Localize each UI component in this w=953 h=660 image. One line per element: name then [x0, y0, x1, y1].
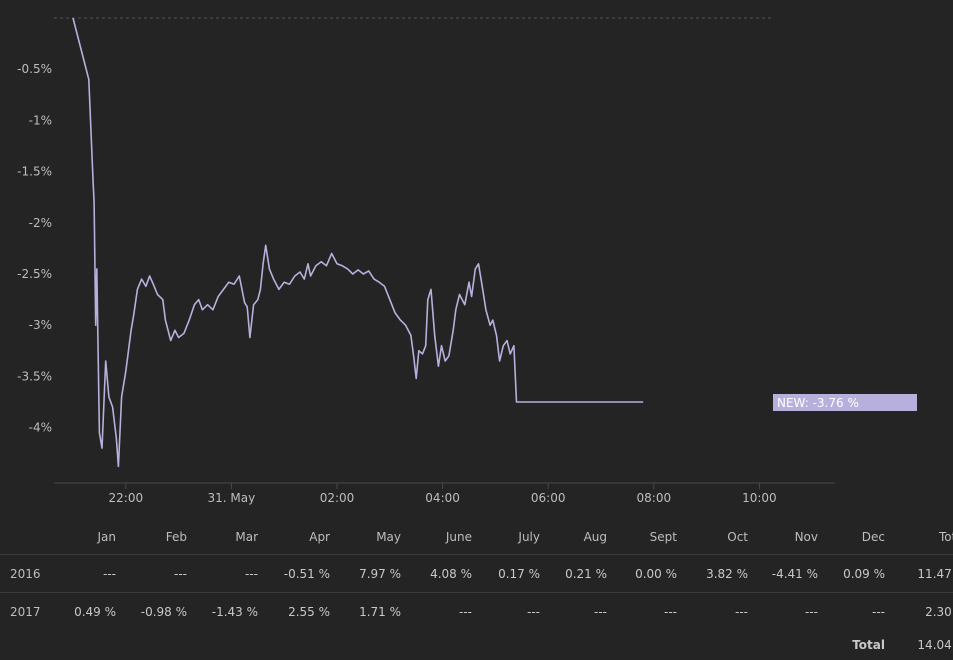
table-row: 2016 --- --- --- -0.51 % 7.97 % 4.08 % 0.17 % 0.… [0, 554, 953, 593]
x-tick-label: 10:00 [742, 491, 777, 505]
return-cell-aug: --- [546, 592, 613, 630]
empty-cell [193, 630, 264, 660]
y-tick-label: -3% [29, 318, 52, 332]
column-header-jan: Jan [97, 530, 117, 544]
empty-cell [683, 630, 754, 660]
empty-cell [546, 630, 613, 660]
empty-cell [0, 630, 60, 660]
empty-cell [60, 630, 122, 660]
return-cell-nov: -4.41 % [754, 554, 824, 593]
y-tick-label: -1.5% [17, 165, 52, 179]
empty-cell [336, 630, 407, 660]
return-cell-june: 4.08 % [407, 554, 478, 593]
new-value-badge-background [773, 394, 917, 411]
x-axis: 22:00 31. May 02:00 04:00 06:00 08:00 10:00 [54, 482, 835, 505]
grand-total-value: 14.04 % [917, 638, 953, 652]
series-layer [72, 17, 644, 468]
return-cell-mar: -1.43 % [193, 592, 264, 630]
new-value-badge-text: NEW: -3.76 % [777, 396, 859, 410]
column-header-feb: Feb [165, 530, 187, 544]
column-header-oct: Oct [727, 530, 748, 544]
column-header-sept: Sept [649, 530, 677, 544]
x-tick-label: 02:00 [320, 491, 355, 505]
return-cell-aug: 0.21 % [546, 554, 613, 593]
series-line [72, 17, 644, 468]
column-header-dec: Dec [861, 530, 885, 544]
return-cell-oct: --- [683, 592, 754, 630]
column-header-apr: Apr [309, 530, 330, 544]
return-cell-oct: 3.82 % [683, 554, 754, 593]
return-cell-jan: 0.49 % [60, 592, 122, 630]
return-cell-apr: -0.51 % [264, 554, 336, 593]
return-cell-apr: 2.55 % [264, 592, 336, 630]
column-header-june: June [445, 530, 472, 544]
return-cell-feb: -0.98 % [122, 592, 193, 630]
y-tick-label: -2% [29, 216, 52, 230]
return-cell-may: 7.97 % [336, 554, 407, 593]
column-header-may: May [376, 530, 401, 544]
new-value-badge: NEW: -3.76 % [773, 394, 917, 411]
return-cell-sept: 0.00 % [613, 554, 683, 593]
column-header-mar: Mar [235, 530, 258, 544]
return-cell-july: 0.17 % [478, 554, 546, 593]
x-tick-label: 31. May [208, 491, 256, 505]
return-cell-june: --- [407, 592, 478, 630]
x-tick-label: 22:00 [109, 491, 144, 505]
empty-cell [613, 630, 683, 660]
empty-cell [264, 630, 336, 660]
year-cell: 2017 [0, 592, 60, 630]
x-tick-label: 06:00 [531, 491, 566, 505]
table-header-row: Jan Feb Mar Apr May June July Aug Sept Oct Nov Dec T… [0, 520, 953, 555]
x-tick-label: 08:00 [637, 491, 672, 505]
empty-cell [478, 630, 546, 660]
monthly-returns-table: Jan Feb Mar Apr May June July Aug Sept Oct Nov Dec T… [0, 520, 953, 660]
return-cell-may: 1.71 % [336, 592, 407, 630]
return-cell-sept: --- [613, 592, 683, 630]
column-header-total: Total [938, 530, 953, 544]
year-cell: 2016 [0, 554, 60, 593]
return-cell-nov: --- [754, 592, 824, 630]
y-axis: -0.5% -1% -1.5% -2% -2.5% -3% -3.5% -4% [17, 62, 52, 434]
grand-total-row: Total 14.04 % [0, 630, 953, 660]
column-header-nov: Nov [794, 530, 818, 544]
y-tick-label: -4% [29, 421, 52, 435]
empty-cell [407, 630, 478, 660]
y-tick-label: -3.5% [17, 369, 52, 383]
return-cell-jan: --- [60, 554, 122, 593]
y-tick-label: -1% [29, 113, 52, 127]
empty-cell [122, 630, 193, 660]
y-tick-label: -0.5% [17, 62, 52, 76]
column-header-july: July [518, 530, 540, 544]
empty-cell [754, 630, 824, 660]
return-cell-total: 11.47 % [891, 554, 953, 593]
return-cell-total: 2.30 % [891, 592, 953, 630]
x-tick-label: 04:00 [425, 491, 460, 505]
return-cell-dec: 0.09 % [824, 554, 891, 593]
grand-total-label: Total [852, 638, 885, 652]
return-cell-mar: --- [193, 554, 264, 593]
return-cell-july: --- [478, 592, 546, 630]
performance-line-chart: -0.5% -1% -1.5% -2% -2.5% -3% -3.5% -4% 22:00 31… [17, 17, 917, 505]
return-cell-feb: --- [122, 554, 193, 593]
y-tick-label: -2.5% [17, 267, 52, 281]
column-header-year [0, 520, 60, 555]
column-header-aug: Aug [583, 530, 607, 544]
table-row: 2017 0.49 % -0.98 % -1.43 % 2.55 % 1.71 % --- -… [0, 592, 953, 630]
return-cell-dec: --- [824, 592, 891, 630]
